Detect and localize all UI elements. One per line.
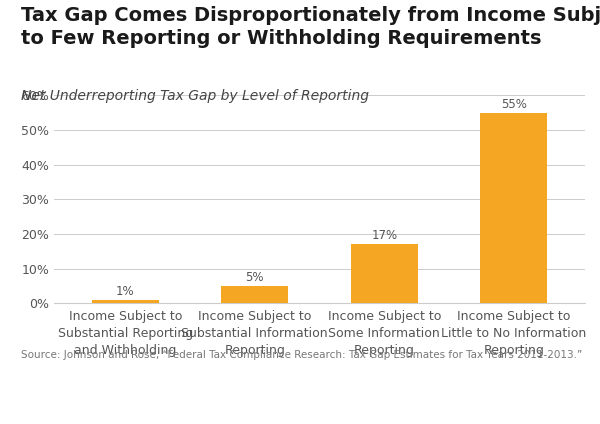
Text: Net Underreporting Tax Gap by Level of Reporting: Net Underreporting Tax Gap by Level of R… [21,89,369,103]
Bar [350,244,418,303]
Text: 17%: 17% [371,229,397,242]
Bar [221,286,289,303]
Text: @TaxFoundation: @TaxFoundation [480,397,589,410]
Bar [480,113,547,303]
Text: 55%: 55% [501,98,527,111]
Text: Tax Gap Comes Disproportionately from Income Subject
to Few Reporting or Withhol: Tax Gap Comes Disproportionately from In… [21,6,600,48]
Bar [92,300,159,303]
Text: TAX FOUNDATION: TAX FOUNDATION [11,397,143,410]
Text: Source: Johnson and Rose, “Federal Tax Compliance Research: Tax Gap Estimates fo: Source: Johnson and Rose, “Federal Tax C… [21,350,582,360]
Text: 1%: 1% [116,285,134,298]
Text: 5%: 5% [245,271,264,284]
